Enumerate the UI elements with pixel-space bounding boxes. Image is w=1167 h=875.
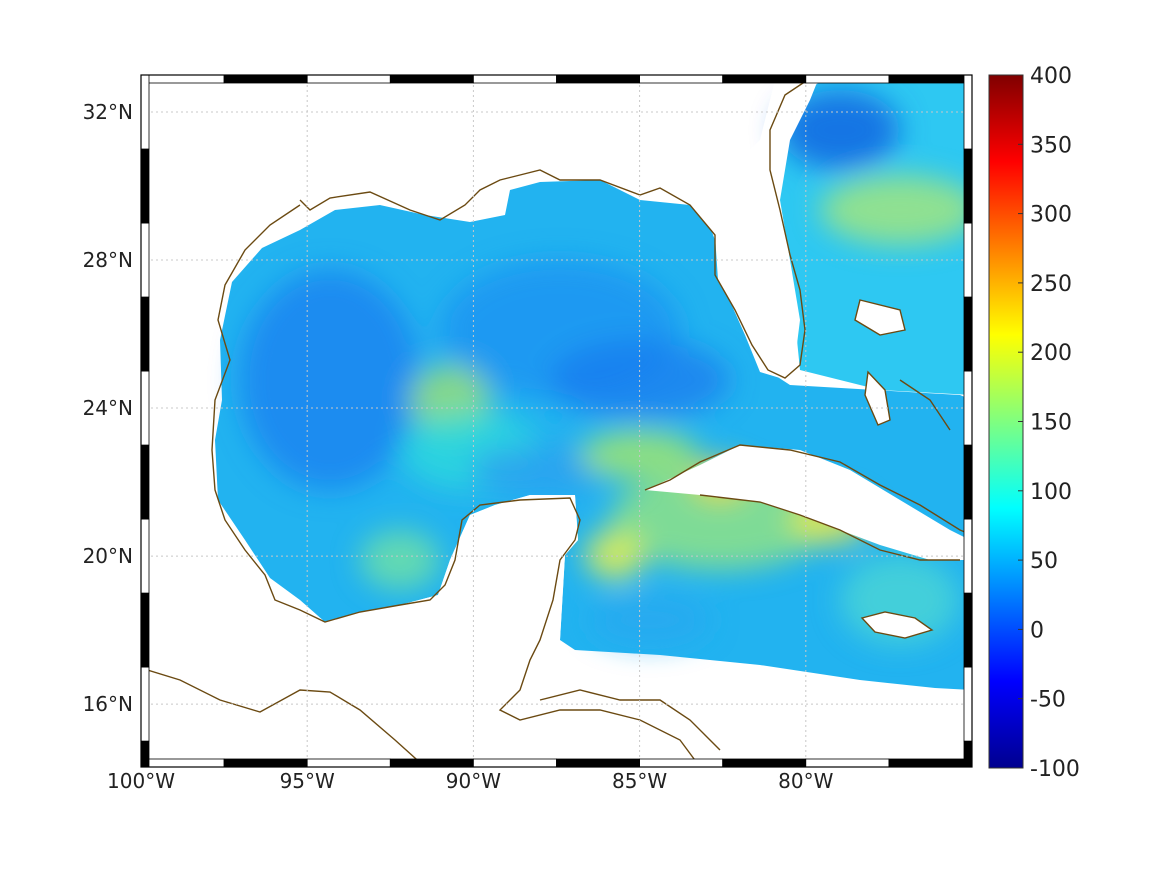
frame-segment [223, 758, 308, 768]
frame-segment [556, 758, 640, 768]
frame-segment [963, 74, 973, 150]
frame-segment [140, 444, 150, 520]
gridlines [141, 75, 972, 767]
yellow-band-atlantic [820, 175, 972, 245]
frame-segment [888, 74, 973, 84]
frame-segment [963, 370, 973, 446]
colorbar-tick-label: 150 [1030, 411, 1072, 436]
frame-segment [223, 74, 308, 84]
frame-segment [963, 148, 973, 224]
frame-segment [140, 518, 150, 594]
frame-segment [639, 758, 724, 768]
cuba-coastline [644, 444, 972, 561]
jamaica-coastline [860, 611, 934, 639]
frame-segment [963, 296, 973, 372]
lon-tick-label: 95°W [280, 769, 335, 793]
frame-outline [140, 74, 973, 768]
frame-segment [140, 740, 150, 768]
colorbar-tick-label: 200 [1030, 341, 1072, 366]
frame-segment [140, 296, 150, 372]
gulf-coastline [141, 75, 816, 767]
colorbar-tick-label: 400 [1030, 64, 1072, 89]
frame-segment [306, 758, 391, 768]
frame-segment [805, 758, 890, 768]
frame-segment [472, 74, 557, 84]
colorbar-tick-label: 50 [1030, 549, 1058, 574]
map-frame [140, 74, 973, 768]
frame-segment [140, 74, 225, 84]
colorbar-tick-label: 300 [1030, 203, 1072, 228]
frame-segment [805, 74, 890, 84]
blue-patch-atlantic [780, 90, 900, 170]
lon-tick-label: 80°W [778, 769, 833, 793]
frame-segment [140, 222, 150, 298]
colorbar-tick-label: 350 [1030, 133, 1072, 158]
frame-segment [389, 74, 474, 84]
lat-tick-label: 28°N [83, 248, 133, 272]
lat-tick-label: 24°N [83, 396, 133, 420]
frame-segment [472, 758, 557, 768]
frame-segment [389, 758, 474, 768]
frame-segment [140, 148, 150, 224]
bahamas-coastline [854, 299, 951, 431]
florida-land [700, 75, 820, 378]
data-field [215, 82, 972, 690]
colorbar-tick-label: 0 [1030, 618, 1044, 643]
frame-segment [722, 758, 807, 768]
frame-segment [140, 74, 150, 150]
latitude-labels: 32°N 28°N 24°N 20°N 16°N [83, 100, 133, 716]
frame-segment [556, 74, 640, 84]
yucatan-land [300, 495, 578, 767]
colorbar-tick-label: -50 [1030, 688, 1066, 713]
lat-tick-label: 16°N [83, 692, 133, 716]
frame-segment [963, 740, 973, 768]
lon-tick-label: 90°W [446, 769, 501, 793]
frame-segment [963, 666, 973, 742]
yellow-patch-caribbean [585, 530, 645, 580]
colorbar [988, 74, 1024, 769]
blue-patch-caribbean-south [590, 595, 710, 645]
frame-segment [140, 592, 150, 668]
frame-segment [639, 74, 724, 84]
frame-segment [140, 758, 225, 768]
frame-segment [888, 758, 973, 768]
land-masks [300, 75, 970, 767]
frame-segment [306, 74, 391, 84]
frame-segment [140, 666, 150, 742]
frame-segment [963, 592, 973, 668]
blue-band-yucatan [470, 445, 610, 495]
lat-tick-label: 20°N [83, 544, 133, 568]
frame-segment [963, 222, 973, 298]
bahamas-land [855, 300, 905, 425]
frame-segment [963, 444, 973, 520]
colorbar-tick-label: -100 [1030, 757, 1080, 782]
frame-segment [722, 74, 807, 84]
lat-tick-label: 32°N [83, 100, 133, 124]
lon-tick-label: 85°W [612, 769, 667, 793]
frame-segment [963, 518, 973, 594]
frame-segment [140, 370, 150, 446]
lon-tick-label: 100°W [107, 769, 175, 793]
colorbar-tick-label: 250 [1030, 272, 1072, 297]
cuba-land [645, 445, 970, 560]
longitude-labels: 100°W 95°W 90°W 85°W 80°W [107, 769, 834, 793]
colorbar-tick-label: 100 [1030, 480, 1072, 505]
colorbar-ticks: 400 350 300 250 200 150 100 50 0 -50 -100 [1018, 64, 1080, 782]
blue-patch-west-gulf [240, 270, 420, 490]
green-patch-campeche [360, 530, 440, 590]
